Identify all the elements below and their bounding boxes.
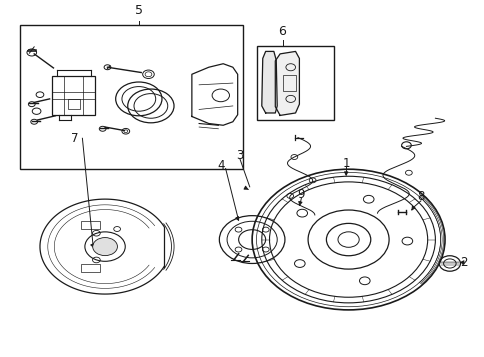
Text: 5: 5 (135, 4, 142, 17)
Text: 4: 4 (217, 159, 224, 171)
Text: 1: 1 (342, 157, 349, 170)
Bar (20, 25, 242, 169)
Bar (257, 46, 333, 120)
Polygon shape (275, 51, 299, 115)
Text: 3: 3 (236, 149, 243, 162)
Bar (68, 99, 80, 110)
Polygon shape (261, 51, 277, 113)
Text: 8: 8 (416, 190, 424, 203)
Bar (52, 76, 95, 115)
Bar (81, 264, 100, 272)
Text: 7: 7 (71, 132, 78, 145)
Text: 6: 6 (278, 25, 286, 39)
Bar (81, 221, 100, 229)
Circle shape (92, 237, 117, 256)
Text: 9: 9 (297, 188, 304, 201)
Bar (282, 75, 295, 91)
Text: 2: 2 (460, 256, 467, 269)
